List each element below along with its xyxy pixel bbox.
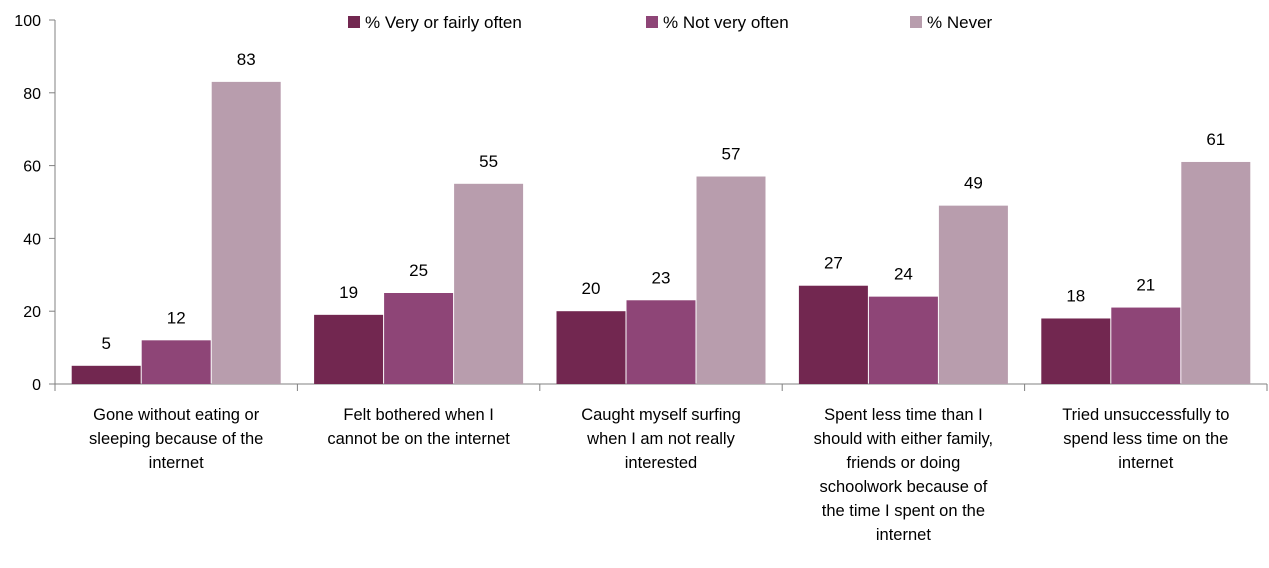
data-label: 19 xyxy=(339,283,358,302)
bar xyxy=(1041,318,1111,384)
bar xyxy=(798,285,868,384)
data-label: 5 xyxy=(101,334,110,353)
legend-swatch xyxy=(910,16,922,28)
category-label-line: sleeping because of the xyxy=(89,430,263,448)
category-label: Tried unsuccessfully to spend less time o… xyxy=(1062,406,1229,472)
bar xyxy=(556,311,626,384)
category-label-line: should with either family, xyxy=(814,430,993,448)
data-label: 23 xyxy=(652,268,671,287)
bar xyxy=(211,81,281,384)
category-label-line: Spent less time than I xyxy=(824,406,983,424)
category-label: Gone without eating or sleeping because o… xyxy=(89,406,263,472)
y-tick-label: 40 xyxy=(23,231,41,248)
y-tick-label: 100 xyxy=(14,13,41,30)
data-label: 21 xyxy=(1136,276,1155,295)
category-label-line: internet xyxy=(876,526,931,544)
bar xyxy=(1111,307,1181,384)
category-label: Felt bothered when I cannot be on the int… xyxy=(327,406,510,448)
bar xyxy=(1181,161,1251,384)
y-tick-label: 60 xyxy=(23,159,41,176)
category-label-line: the time I spent on the xyxy=(822,502,985,520)
data-label: 18 xyxy=(1066,286,1085,305)
bars xyxy=(71,81,1251,384)
category-label-line: internet xyxy=(149,454,204,472)
legend: % Very or fairly often % Not very often % … xyxy=(348,13,993,32)
bar xyxy=(141,340,211,384)
bar xyxy=(314,314,384,384)
legend-label: % Very or fairly often xyxy=(365,13,522,32)
data-label: 55 xyxy=(479,152,498,171)
y-axis: 0 20 40 60 80 100 xyxy=(14,13,56,394)
category-label: Caught myself surfing when I am not reall… xyxy=(581,406,741,472)
data-label: 25 xyxy=(409,261,428,280)
bar xyxy=(71,365,141,384)
category-label-line: Felt bothered when I xyxy=(343,406,493,424)
data-label: 27 xyxy=(824,254,843,273)
category-label-line: cannot be on the internet xyxy=(327,430,510,448)
data-label: 83 xyxy=(237,50,256,69)
data-label: 57 xyxy=(722,145,741,164)
legend-swatch xyxy=(348,16,360,28)
data-label: 61 xyxy=(1206,130,1225,149)
category-label: Spent less time than I should with either… xyxy=(814,406,993,544)
bar xyxy=(938,205,1008,384)
bar xyxy=(696,176,766,384)
legend-swatch xyxy=(646,16,658,28)
category-label-line: schoolwork because of xyxy=(819,478,987,496)
data-label: 24 xyxy=(894,265,913,284)
legend-label: % Not very often xyxy=(663,13,789,32)
category-label-line: friends or doing xyxy=(847,454,961,472)
category-label-line: when I am not really xyxy=(586,430,735,448)
y-tick-label: 20 xyxy=(23,304,41,321)
data-label: 12 xyxy=(167,308,186,327)
data-label: 20 xyxy=(582,279,601,298)
category-label-line: Tried unsuccessfully to xyxy=(1062,406,1229,424)
legend-label: % Never xyxy=(927,13,993,32)
data-label: 49 xyxy=(964,174,983,193)
bar xyxy=(384,293,454,384)
y-tick-label: 80 xyxy=(23,86,41,103)
category-label-line: Gone without eating or xyxy=(93,406,260,424)
category-label-line: internet xyxy=(1118,454,1173,472)
bar xyxy=(626,300,696,384)
category-label-line: interested xyxy=(625,454,697,472)
category-label-line: spend less time on the xyxy=(1063,430,1228,448)
category-labels: Gone without eating or sleeping because o… xyxy=(89,406,1229,544)
data-labels: 5 12 83 19 25 55 20 23 57 27 24 49 18 21 61 xyxy=(101,50,1225,353)
bar xyxy=(454,183,524,384)
y-tick-label: 0 xyxy=(32,377,41,394)
x-axis xyxy=(54,383,1268,391)
category-label-line: Caught myself surfing xyxy=(581,406,741,424)
bar xyxy=(868,296,938,384)
